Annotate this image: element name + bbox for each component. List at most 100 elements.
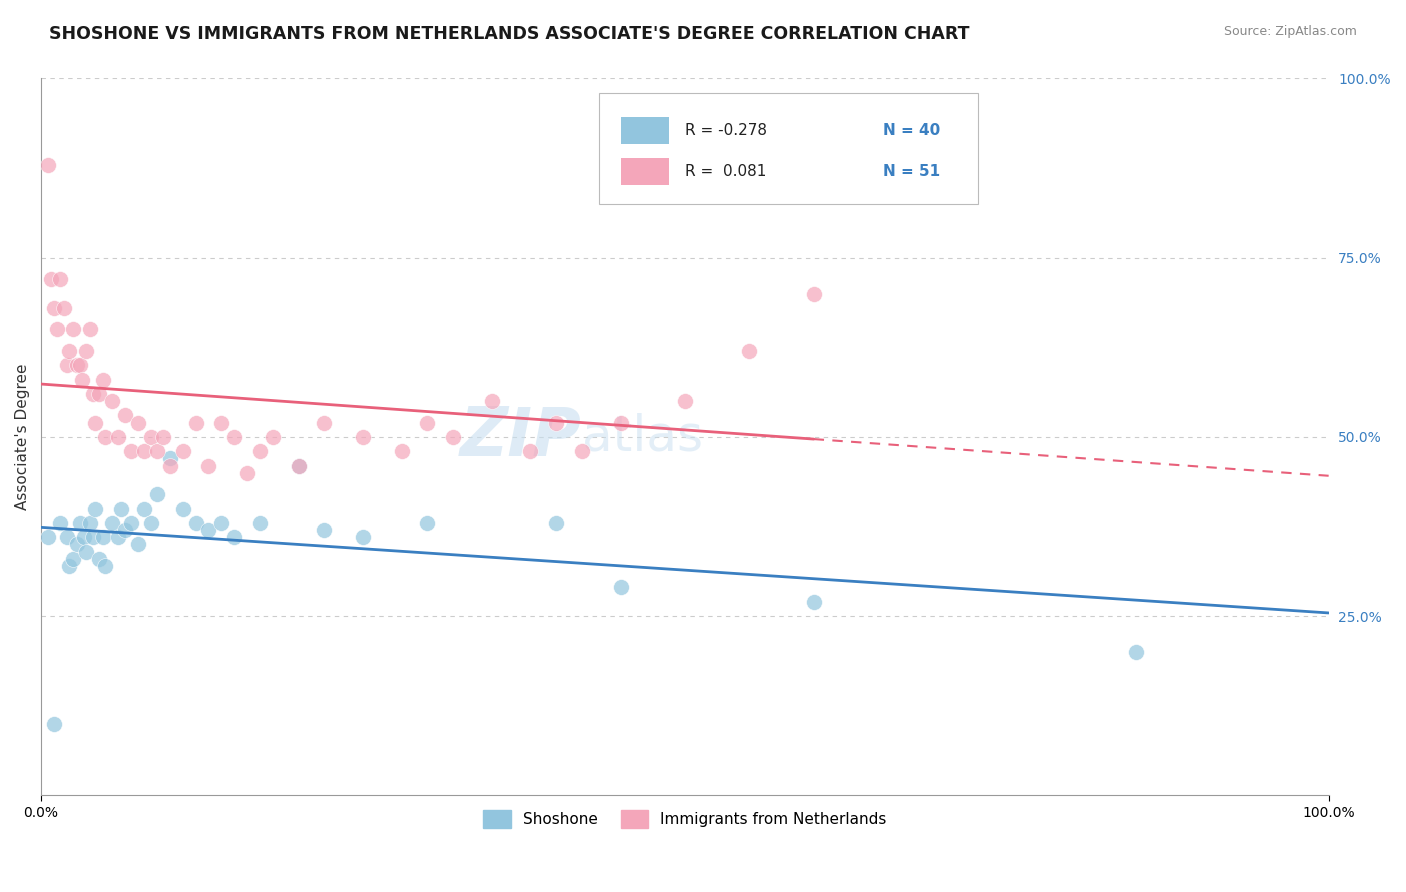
Point bbox=[87, 387, 110, 401]
Point bbox=[1125, 645, 1147, 659]
Point bbox=[184, 416, 207, 430]
FancyBboxPatch shape bbox=[620, 158, 669, 186]
Point bbox=[37, 157, 59, 171]
Point bbox=[519, 444, 541, 458]
Point bbox=[184, 516, 207, 530]
Point bbox=[91, 530, 114, 544]
Point bbox=[803, 286, 825, 301]
Point bbox=[56, 530, 79, 544]
Point bbox=[94, 559, 117, 574]
Point bbox=[42, 301, 65, 315]
Point bbox=[82, 387, 104, 401]
Point bbox=[127, 416, 149, 430]
Point bbox=[571, 444, 593, 458]
Point bbox=[152, 430, 174, 444]
Point bbox=[352, 430, 374, 444]
Point bbox=[673, 394, 696, 409]
Point bbox=[120, 444, 142, 458]
Text: SHOSHONE VS IMMIGRANTS FROM NETHERLANDS ASSOCIATE'S DEGREE CORRELATION CHART: SHOSHONE VS IMMIGRANTS FROM NETHERLANDS … bbox=[49, 25, 970, 43]
Point bbox=[609, 416, 631, 430]
Point bbox=[416, 416, 439, 430]
Point bbox=[107, 430, 129, 444]
Point bbox=[236, 466, 259, 480]
Point bbox=[72, 373, 94, 387]
Point bbox=[224, 430, 246, 444]
Point bbox=[197, 523, 219, 537]
Point bbox=[53, 301, 76, 315]
Point bbox=[546, 516, 568, 530]
Point bbox=[287, 458, 309, 473]
Point bbox=[197, 458, 219, 473]
Point bbox=[84, 416, 107, 430]
Point bbox=[45, 322, 67, 336]
Point bbox=[37, 530, 59, 544]
Text: N = 51: N = 51 bbox=[883, 164, 939, 179]
Point bbox=[132, 444, 155, 458]
Point bbox=[546, 416, 568, 430]
Point bbox=[249, 516, 271, 530]
Point bbox=[62, 551, 84, 566]
Point bbox=[107, 530, 129, 544]
Point bbox=[139, 516, 162, 530]
Text: atlas: atlas bbox=[582, 413, 703, 461]
Point bbox=[352, 530, 374, 544]
Point bbox=[66, 358, 89, 372]
Point bbox=[75, 343, 97, 358]
Text: R = -0.278: R = -0.278 bbox=[685, 123, 766, 138]
Point bbox=[441, 430, 464, 444]
Point bbox=[314, 416, 336, 430]
Point bbox=[224, 530, 246, 544]
Point bbox=[101, 394, 124, 409]
Point bbox=[42, 716, 65, 731]
Legend: Shoshone, Immigrants from Netherlands: Shoshone, Immigrants from Netherlands bbox=[477, 804, 893, 834]
Point bbox=[146, 444, 169, 458]
Point bbox=[209, 416, 232, 430]
Point bbox=[249, 444, 271, 458]
Point bbox=[84, 501, 107, 516]
Point bbox=[87, 551, 110, 566]
Point bbox=[49, 516, 72, 530]
Point bbox=[94, 430, 117, 444]
Point bbox=[127, 537, 149, 551]
Point bbox=[287, 458, 309, 473]
Point bbox=[139, 430, 162, 444]
Text: Source: ZipAtlas.com: Source: ZipAtlas.com bbox=[1223, 25, 1357, 38]
Y-axis label: Associate's Degree: Associate's Degree bbox=[15, 364, 30, 510]
Point bbox=[110, 501, 132, 516]
Point bbox=[159, 451, 181, 466]
Point bbox=[262, 430, 284, 444]
Point bbox=[79, 322, 101, 336]
Point bbox=[91, 373, 114, 387]
Point bbox=[49, 272, 72, 286]
Point bbox=[159, 458, 181, 473]
Point bbox=[738, 343, 761, 358]
Point bbox=[609, 581, 631, 595]
Point bbox=[146, 487, 169, 501]
Point bbox=[75, 544, 97, 558]
Point bbox=[132, 501, 155, 516]
Point bbox=[79, 516, 101, 530]
Point bbox=[101, 516, 124, 530]
Point bbox=[66, 537, 89, 551]
Text: N = 40: N = 40 bbox=[883, 123, 939, 138]
Point bbox=[314, 523, 336, 537]
Point bbox=[69, 516, 91, 530]
Point bbox=[416, 516, 439, 530]
Point bbox=[803, 595, 825, 609]
Point bbox=[72, 530, 94, 544]
Point bbox=[62, 322, 84, 336]
Point bbox=[209, 516, 232, 530]
Point bbox=[391, 444, 413, 458]
Point bbox=[56, 358, 79, 372]
FancyBboxPatch shape bbox=[599, 93, 979, 204]
Point bbox=[481, 394, 503, 409]
Point bbox=[172, 501, 194, 516]
Point bbox=[114, 409, 136, 423]
Point bbox=[172, 444, 194, 458]
Text: ZIP: ZIP bbox=[460, 404, 582, 470]
Point bbox=[41, 272, 63, 286]
Text: R =  0.081: R = 0.081 bbox=[685, 164, 766, 179]
Point bbox=[58, 559, 80, 574]
Point bbox=[114, 523, 136, 537]
Point bbox=[69, 358, 91, 372]
